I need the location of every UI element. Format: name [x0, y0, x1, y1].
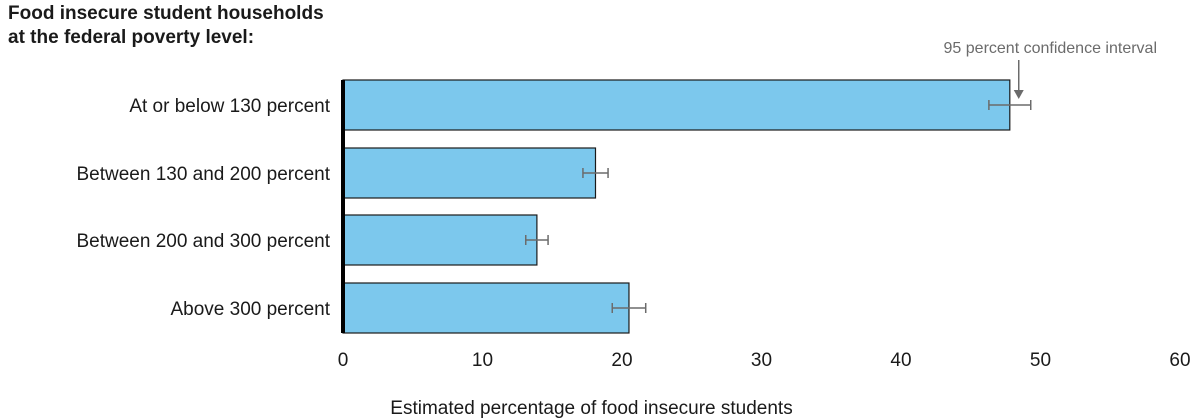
chart-title-line-2: at the federal poverty level: — [8, 27, 255, 48]
x-tick-label-5: 50 — [1030, 350, 1051, 371]
category-label-2: Between 200 and 300 percent — [76, 231, 330, 252]
x-tick-labels-group: 0 10 20 30 40 50 60 — [338, 350, 1191, 371]
x-tick-label-3: 30 — [751, 350, 772, 371]
x-tick-label-4: 40 — [890, 350, 911, 371]
category-label-3: Above 300 percent — [170, 299, 330, 320]
x-tick-label-2: 20 — [611, 350, 632, 371]
category-label-0: At or below 130 percent — [129, 96, 330, 117]
category-labels-group: At or below 130 percent Between 130 and 2… — [76, 96, 330, 320]
chart-title: Food insecure student households at the … — [8, 2, 478, 50]
x-axis-title: Estimated percentage of food insecure st… — [390, 398, 792, 419]
error-bars-group — [524, 100, 1032, 313]
bar-0 — [342, 79, 1011, 131]
annotation-arrow-head — [1013, 90, 1024, 99]
bar-2 — [342, 214, 538, 266]
bar-1 — [342, 147, 597, 199]
x-tick-label-6: 60 — [1169, 350, 1190, 371]
category-label-1: Between 130 and 200 percent — [76, 164, 330, 185]
x-tick-label-1: 10 — [472, 350, 493, 371]
bars-group — [342, 79, 1011, 334]
x-tick-label-0: 0 — [338, 350, 349, 371]
bar-3 — [342, 282, 630, 334]
chart-title-line-1: Food insecure student households — [8, 3, 324, 24]
confidence-interval-annotation: 95 percent confidence interval — [944, 40, 1157, 57]
